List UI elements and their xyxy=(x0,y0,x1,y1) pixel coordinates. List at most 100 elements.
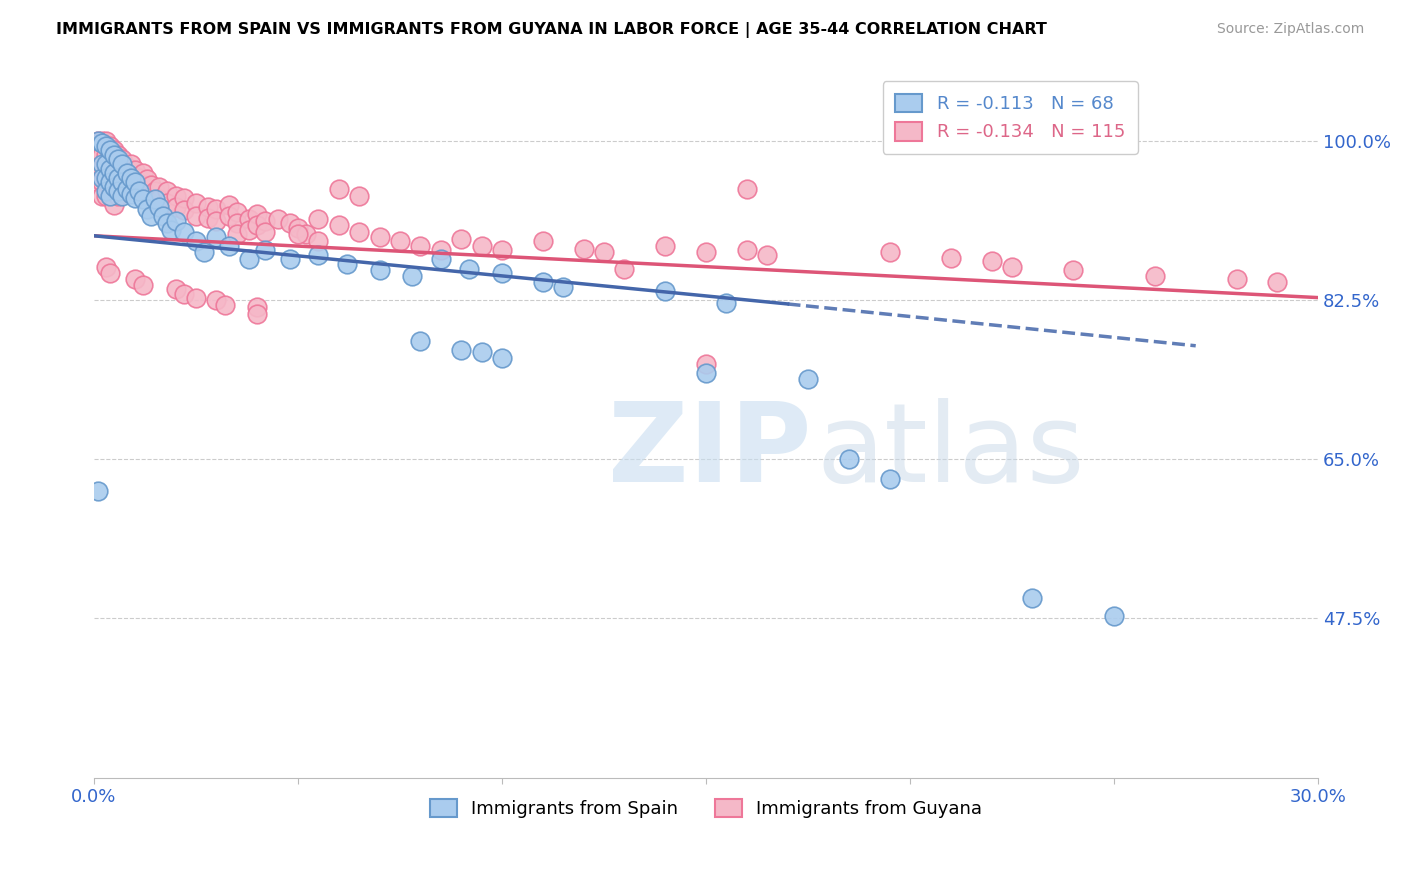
Point xyxy=(124,175,146,189)
Point xyxy=(148,192,170,206)
Point xyxy=(107,184,129,198)
Point xyxy=(879,472,901,486)
Point xyxy=(716,296,738,310)
Point xyxy=(96,148,118,162)
Point xyxy=(148,179,170,194)
Point xyxy=(107,148,129,162)
Point xyxy=(124,272,146,286)
Point xyxy=(120,157,142,171)
Point xyxy=(368,229,391,244)
Point xyxy=(124,163,146,178)
Point xyxy=(132,166,155,180)
Point xyxy=(238,211,260,226)
Point xyxy=(165,188,187,202)
Point xyxy=(96,260,118,274)
Point xyxy=(735,181,758,195)
Point xyxy=(1062,263,1084,277)
Point xyxy=(756,248,779,262)
Point xyxy=(225,216,247,230)
Point xyxy=(128,181,150,195)
Point xyxy=(103,198,125,212)
Point xyxy=(388,234,411,248)
Point xyxy=(1225,272,1247,286)
Point xyxy=(1021,591,1043,605)
Point xyxy=(287,227,309,241)
Point xyxy=(91,161,114,176)
Point xyxy=(409,334,432,349)
Point xyxy=(91,170,114,185)
Point xyxy=(107,188,129,202)
Point xyxy=(103,157,125,171)
Point xyxy=(531,275,554,289)
Point xyxy=(152,209,174,223)
Point xyxy=(246,207,269,221)
Point xyxy=(96,188,118,202)
Point xyxy=(103,179,125,194)
Point xyxy=(128,170,150,185)
Point xyxy=(87,134,110,148)
Point xyxy=(107,170,129,185)
Point xyxy=(347,188,370,202)
Point xyxy=(173,287,195,301)
Point xyxy=(287,220,309,235)
Point xyxy=(91,175,114,189)
Point xyxy=(115,172,138,186)
Point xyxy=(156,184,179,198)
Point xyxy=(103,184,125,198)
Point xyxy=(205,293,228,308)
Point xyxy=(939,251,962,265)
Point xyxy=(173,203,195,218)
Point xyxy=(120,169,142,183)
Point xyxy=(143,184,166,198)
Point xyxy=(254,214,277,228)
Point xyxy=(143,196,166,211)
Point xyxy=(347,225,370,239)
Point xyxy=(111,153,134,167)
Point xyxy=(139,209,162,223)
Point xyxy=(136,172,159,186)
Point xyxy=(107,161,129,176)
Point xyxy=(218,239,240,253)
Point xyxy=(156,196,179,211)
Point xyxy=(654,284,676,298)
Point xyxy=(98,266,121,280)
Point xyxy=(980,254,1002,268)
Point xyxy=(238,223,260,237)
Point xyxy=(111,157,134,171)
Point xyxy=(111,179,134,194)
Point xyxy=(450,232,472,246)
Point xyxy=(491,266,513,280)
Point xyxy=(98,138,121,153)
Point xyxy=(246,218,269,232)
Point xyxy=(430,244,453,258)
Point xyxy=(184,234,207,248)
Point xyxy=(107,153,129,167)
Point xyxy=(430,252,453,267)
Point xyxy=(307,234,329,248)
Point xyxy=(197,211,219,225)
Point xyxy=(91,188,114,202)
Text: atlas: atlas xyxy=(817,398,1084,505)
Point xyxy=(98,153,121,167)
Point xyxy=(96,157,118,171)
Point xyxy=(96,161,118,176)
Point xyxy=(111,175,134,189)
Point xyxy=(103,170,125,185)
Point xyxy=(160,223,183,237)
Point xyxy=(103,148,125,162)
Point xyxy=(553,279,575,293)
Point xyxy=(184,209,207,223)
Point xyxy=(368,263,391,277)
Point xyxy=(98,179,121,194)
Point xyxy=(218,209,240,223)
Point xyxy=(1001,260,1024,274)
Point xyxy=(136,202,159,217)
Point xyxy=(96,134,118,148)
Point xyxy=(214,298,236,312)
Point xyxy=(87,161,110,176)
Point xyxy=(218,198,240,212)
Point xyxy=(328,181,350,195)
Point xyxy=(491,351,513,365)
Point xyxy=(838,452,860,467)
Text: IMMIGRANTS FROM SPAIN VS IMMIGRANTS FROM GUYANA IN LABOR FORCE | AGE 35-44 CORRE: IMMIGRANTS FROM SPAIN VS IMMIGRANTS FROM… xyxy=(56,22,1047,38)
